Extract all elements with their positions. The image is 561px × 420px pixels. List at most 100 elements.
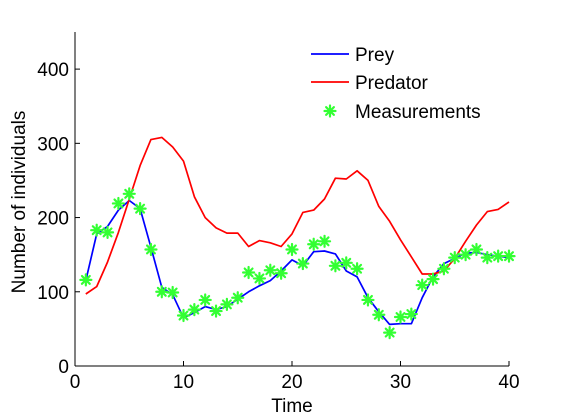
marker-stroke [287, 244, 297, 255]
marker-stroke [362, 294, 373, 305]
marker-stroke [297, 258, 308, 269]
marker-stroke [145, 244, 156, 255]
marker-stroke [113, 198, 124, 209]
measurement-point [361, 293, 375, 307]
measurement-point [480, 251, 494, 265]
measurement-point [307, 237, 321, 251]
measurement-point [404, 307, 418, 321]
marker-stroke [449, 252, 460, 263]
measurement-point [274, 266, 288, 280]
measurement-point [502, 249, 516, 263]
marker-stroke [438, 263, 449, 274]
measurement-point [220, 297, 234, 311]
marker-stroke [232, 292, 243, 303]
measurement-point [459, 248, 473, 262]
measurement-point [296, 256, 310, 271]
marker-stroke [308, 239, 319, 250]
legend-swatch-measurements [323, 104, 337, 118]
measurement-point [317, 234, 332, 248]
marker-stroke [482, 252, 493, 263]
measurement-point [166, 285, 180, 300]
marker-stroke [319, 236, 330, 247]
measurement-point [122, 187, 136, 201]
marker-stroke [417, 280, 428, 291]
plot-markers [79, 187, 516, 340]
measurement-point [155, 285, 169, 299]
marker-stroke [384, 327, 395, 338]
marker-stroke [406, 309, 417, 320]
measurement-point [328, 259, 342, 273]
measurement-point [144, 242, 158, 257]
y-tick-label: 100 [37, 283, 69, 304]
measurement-point [263, 263, 277, 277]
measurement-point [469, 242, 484, 257]
measurement-point [198, 293, 212, 307]
legend-label: Measurements [355, 102, 481, 123]
marker-stroke [156, 286, 167, 297]
y-tick-label: 400 [37, 60, 69, 81]
legend-label: Predator [355, 73, 429, 94]
marker-stroke [80, 274, 91, 285]
marker-stroke [91, 225, 102, 236]
marker-stroke [102, 227, 113, 238]
marker-stroke [243, 267, 254, 278]
x-tick-label: 40 [498, 372, 519, 393]
marker-stroke [325, 106, 335, 116]
measurement-point [242, 265, 256, 280]
measurement-point [111, 196, 126, 211]
x-tick-label: 20 [281, 372, 302, 393]
measurement-point [437, 262, 451, 276]
series-line-predator [85, 136, 510, 295]
marker-stroke [395, 312, 406, 323]
y-tick-label: 0 [58, 357, 69, 378]
plot-lines [84, 136, 510, 326]
marker-stroke [221, 299, 232, 310]
marker-stroke [189, 304, 200, 315]
measurement-point [252, 271, 267, 286]
marker-stroke [428, 274, 439, 285]
marker-stroke [135, 203, 146, 214]
marker-stroke [460, 249, 471, 260]
measurement-point [383, 326, 397, 340]
y-tick-label: 300 [37, 134, 69, 155]
measurement-point [415, 278, 429, 292]
x-tick-label: 10 [173, 372, 194, 393]
measurement-point [176, 308, 191, 323]
marker-stroke [504, 251, 514, 262]
measurement-point [491, 249, 505, 263]
marker-stroke [254, 273, 265, 284]
x-tick-label: 30 [390, 372, 411, 393]
series-line-prey [84, 199, 510, 326]
measurement-point [90, 223, 104, 237]
marker-stroke [124, 188, 135, 199]
y-axis-label: Number of individuals [9, 111, 30, 294]
measurement-point [393, 310, 408, 324]
marker-stroke [341, 257, 352, 268]
legend-label: Prey [355, 45, 395, 66]
measurement-point [133, 202, 147, 216]
measurement-point [100, 225, 115, 239]
marker-stroke [493, 251, 504, 262]
marker-stroke [265, 265, 276, 276]
x-axis-label: Time [271, 396, 313, 417]
marker-stroke [352, 263, 363, 274]
marker-stroke [211, 306, 222, 317]
marker-stroke [167, 287, 178, 298]
measurement-point [372, 308, 386, 322]
marker-stroke [471, 244, 482, 255]
measurement-point [426, 272, 440, 286]
measurement-point [448, 251, 462, 265]
marker-stroke [373, 309, 384, 320]
measurement-point [209, 304, 223, 318]
measurement-point [231, 291, 245, 305]
marker-stroke [200, 294, 211, 305]
x-tick-label: 0 [70, 372, 81, 393]
marker-stroke [276, 268, 287, 279]
marker-stroke [178, 310, 189, 321]
y-tick-label: 200 [37, 209, 69, 230]
measurement-point [285, 242, 299, 257]
measurement-point [79, 273, 93, 287]
marker-stroke [330, 260, 341, 271]
